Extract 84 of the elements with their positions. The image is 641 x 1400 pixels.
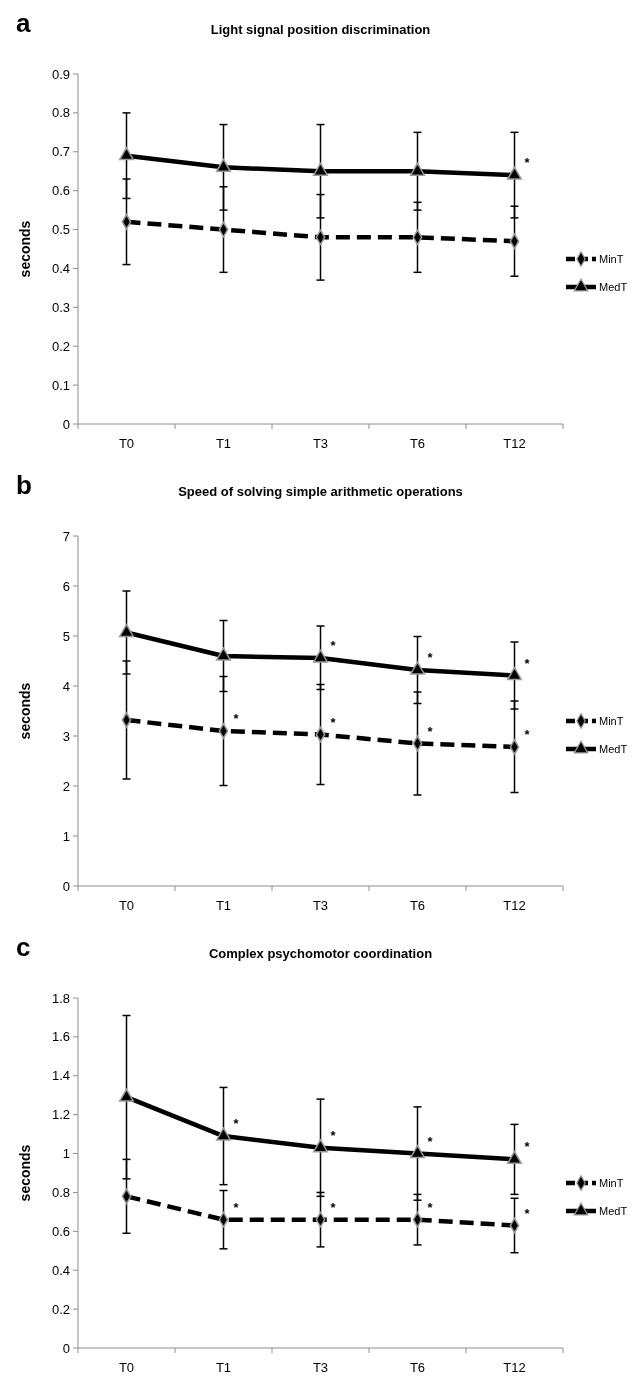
y-tick-label: 0.5 [51, 222, 70, 238]
x-tick-label: T0 [118, 436, 135, 451]
y-tick-label: 4 [62, 678, 70, 694]
annotation: * [233, 1116, 240, 1132]
x-tick-label: T12 [503, 898, 526, 913]
legend-label: MinT [599, 714, 624, 727]
annotation: * [524, 655, 531, 671]
legend-label: MinT [599, 1176, 624, 1189]
point [506, 666, 523, 681]
annotation: * [330, 638, 337, 653]
y-axis-title: seconds [17, 682, 33, 740]
y-tick-label: 0.4 [51, 260, 70, 276]
annotation: * [524, 727, 531, 742]
x-tick-label: T6 [409, 898, 426, 913]
y-tick-label: 0.9 [51, 66, 70, 82]
annotation: * [524, 1139, 531, 1155]
y-tick-label: 0.7 [51, 144, 70, 160]
x-tick-label: T3 [312, 898, 329, 913]
x-tick-label: T1 [215, 436, 232, 451]
point [409, 1144, 426, 1159]
x-tick-label: T3 [312, 436, 329, 451]
y-axis-title: seconds [17, 220, 33, 278]
annotation: * [233, 1199, 240, 1215]
chart-title: Light signal position discrimination [210, 22, 431, 37]
y-tick-label: 7 [62, 528, 70, 544]
annotation: * [427, 1133, 434, 1149]
y-tick-label: 1 [62, 828, 70, 844]
y-tick-label: 1.8 [51, 990, 70, 1006]
x-tick-label: T1 [215, 898, 232, 913]
y-tick-label: 0.3 [51, 299, 70, 315]
y-tick-label: 6 [62, 578, 70, 594]
chart-title: Speed of solving simple arithmetic operations [178, 484, 463, 499]
text: b [16, 470, 32, 500]
y-tick-label: 0.6 [51, 183, 70, 199]
legend-label: MedT [599, 280, 628, 293]
annotation: * [330, 1199, 337, 1215]
y-tick-label: 2 [62, 778, 70, 794]
y-tick-label: 1 [62, 1146, 70, 1162]
text: c [16, 932, 31, 962]
x-tick-label: T1 [215, 1360, 232, 1375]
annotation: * [427, 1199, 434, 1215]
x-tick-label: T6 [409, 1360, 426, 1375]
point [409, 661, 426, 675]
chart-title: Complex psychomotor coordination [208, 946, 433, 961]
annotation: * [524, 1205, 531, 1221]
y-tick-label: 0.2 [51, 338, 70, 354]
point [215, 647, 232, 661]
legend-label: MedT [599, 1204, 628, 1217]
x-tick-label: T0 [118, 898, 135, 913]
point [506, 1150, 523, 1165]
x-tick-label: T3 [312, 1360, 329, 1375]
annotation: * [330, 1127, 337, 1143]
point [312, 649, 329, 663]
y-tick-label: 0.4 [51, 1262, 70, 1278]
legend-label: MinT [599, 252, 624, 265]
y-tick-label: 1.2 [51, 1107, 70, 1123]
annotation: * [427, 723, 434, 739]
annotation: * [524, 155, 531, 171]
y-tick-label: 1.4 [51, 1068, 70, 1084]
point [312, 1139, 329, 1153]
annotation: * [330, 714, 337, 730]
x-tick-label: T12 [503, 436, 526, 451]
annotation: * [427, 650, 434, 665]
y-tick-label: 0.8 [51, 105, 70, 121]
y-tick-label: 0 [62, 416, 70, 432]
x-tick-label: T6 [409, 436, 426, 451]
y-tick-label: 0 [62, 878, 70, 894]
x-tick-label: T0 [118, 1360, 135, 1375]
text: a [16, 8, 31, 38]
y-tick-label: 3 [62, 728, 70, 744]
point [215, 1127, 232, 1141]
annotation: * [233, 711, 240, 726]
y-tick-label: 5 [62, 628, 70, 644]
y-tick-label: 0.2 [51, 1301, 70, 1317]
y-tick-label: 1.6 [51, 1029, 70, 1045]
y-tick-label: 0 [62, 1340, 70, 1356]
legend-label: MedT [599, 742, 628, 755]
y-tick-label: 0.6 [51, 1223, 70, 1239]
y-axis-title: seconds [17, 1144, 33, 1202]
point [118, 1088, 135, 1102]
point [118, 623, 135, 638]
y-tick-label: 0.8 [51, 1184, 70, 1200]
x-tick-label: T12 [503, 1360, 526, 1375]
y-tick-label: 0.1 [51, 377, 70, 393]
